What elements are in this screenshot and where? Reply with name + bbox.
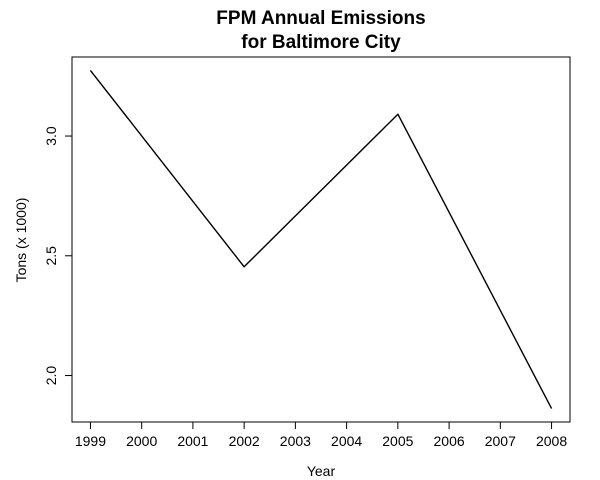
y-tick-label-2-5: 2.5: [43, 246, 59, 266]
x-tick-label-2006: 2006: [434, 433, 465, 449]
x-axis: 1999 2000 2001 2002 2003 2004 2005 2006 2007 2008: [75, 422, 567, 449]
x-tick-label-2007: 2007: [485, 433, 516, 449]
y-axis-label: Tons (x 1000): [13, 198, 29, 283]
x-tick-label-2000: 2000: [126, 433, 157, 449]
series-group: [89, 69, 553, 409]
y-tick-label-3-0: 3.0: [43, 126, 59, 146]
y-tick-label-2-0: 2.0: [43, 366, 59, 386]
x-tick-label-2002: 2002: [229, 433, 260, 449]
x-tick-label-2003: 2003: [280, 433, 311, 449]
x-axis-label: Year: [307, 463, 336, 479]
x-tick-label-2005: 2005: [382, 433, 413, 449]
plot-frame: [71, 56, 571, 423]
data-line: [89, 69, 553, 409]
x-tick-label-2004: 2004: [331, 433, 362, 449]
x-tick-label-1999: 1999: [75, 433, 106, 449]
chart-title-line-2: for Baltimore City: [241, 32, 401, 53]
chart-title-line-1: FPM Annual Emissions: [216, 8, 425, 29]
x-tick-label-2008: 2008: [536, 433, 567, 449]
x-tick-label-2001: 2001: [177, 433, 208, 449]
y-axis: 2.0 2.5 3.0: [43, 126, 72, 385]
